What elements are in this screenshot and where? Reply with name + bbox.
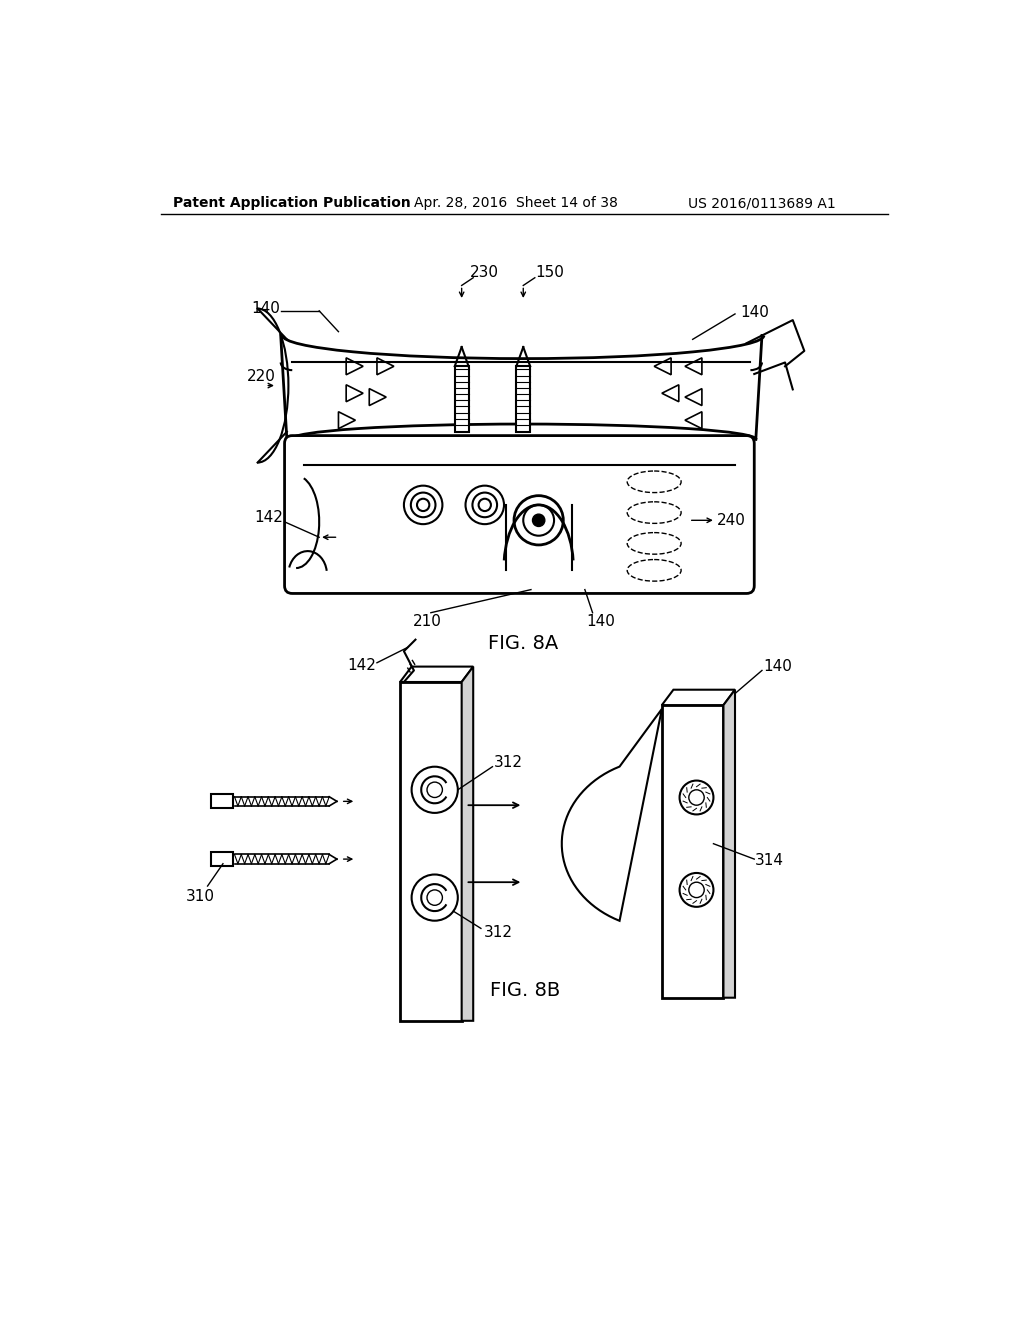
Polygon shape [370, 388, 386, 405]
Circle shape [412, 767, 458, 813]
Bar [455, 367, 469, 432]
Circle shape [680, 780, 714, 814]
Polygon shape [377, 358, 394, 375]
Bar [662, 705, 724, 998]
Polygon shape [346, 385, 364, 401]
Polygon shape [654, 358, 671, 375]
Bar [400, 682, 462, 1020]
Text: 312: 312 [484, 925, 513, 940]
Text: 150: 150 [536, 265, 564, 280]
Circle shape [403, 486, 442, 524]
Polygon shape [462, 667, 473, 1020]
Circle shape [523, 506, 554, 536]
Polygon shape [346, 358, 364, 375]
Ellipse shape [628, 560, 681, 581]
Text: Patent Application Publication: Patent Application Publication [173, 197, 411, 210]
Circle shape [532, 515, 545, 527]
Circle shape [427, 890, 442, 906]
Circle shape [478, 499, 490, 511]
Polygon shape [685, 358, 701, 375]
Bar [211, 853, 233, 866]
Polygon shape [400, 667, 473, 682]
Circle shape [412, 874, 458, 921]
Circle shape [689, 789, 705, 805]
Polygon shape [662, 385, 679, 401]
Circle shape [680, 873, 714, 907]
Text: 142: 142 [255, 511, 284, 525]
Text: 210: 210 [413, 614, 441, 630]
Text: US 2016/0113689 A1: US 2016/0113689 A1 [688, 197, 836, 210]
Text: 140: 140 [763, 659, 792, 675]
Bar [516, 367, 530, 432]
Text: 142: 142 [347, 657, 376, 673]
Text: FIG. 8B: FIG. 8B [489, 981, 560, 999]
Text: 314: 314 [755, 853, 784, 869]
Circle shape [514, 495, 563, 545]
Text: 240: 240 [717, 512, 745, 528]
Circle shape [689, 882, 705, 898]
Circle shape [417, 499, 429, 511]
Text: 140: 140 [739, 305, 769, 319]
Polygon shape [339, 412, 355, 429]
Polygon shape [685, 388, 701, 405]
Polygon shape [662, 689, 735, 705]
Text: 140: 140 [251, 301, 280, 315]
Text: FIG. 8A: FIG. 8A [488, 634, 558, 653]
Text: 230: 230 [470, 265, 500, 280]
Text: 140: 140 [586, 614, 614, 630]
Circle shape [411, 492, 435, 517]
Text: 312: 312 [494, 755, 522, 771]
Text: Apr. 28, 2016  Sheet 14 of 38: Apr. 28, 2016 Sheet 14 of 38 [414, 197, 617, 210]
Polygon shape [685, 412, 701, 429]
Polygon shape [724, 689, 735, 998]
Circle shape [472, 492, 497, 517]
Circle shape [427, 781, 442, 797]
Text: 220: 220 [247, 368, 275, 384]
Text: 310: 310 [185, 888, 214, 904]
Ellipse shape [628, 502, 681, 523]
Ellipse shape [628, 533, 681, 554]
Ellipse shape [628, 471, 681, 492]
FancyBboxPatch shape [285, 436, 755, 594]
Polygon shape [562, 709, 662, 921]
Bar [211, 795, 233, 808]
Circle shape [466, 486, 504, 524]
